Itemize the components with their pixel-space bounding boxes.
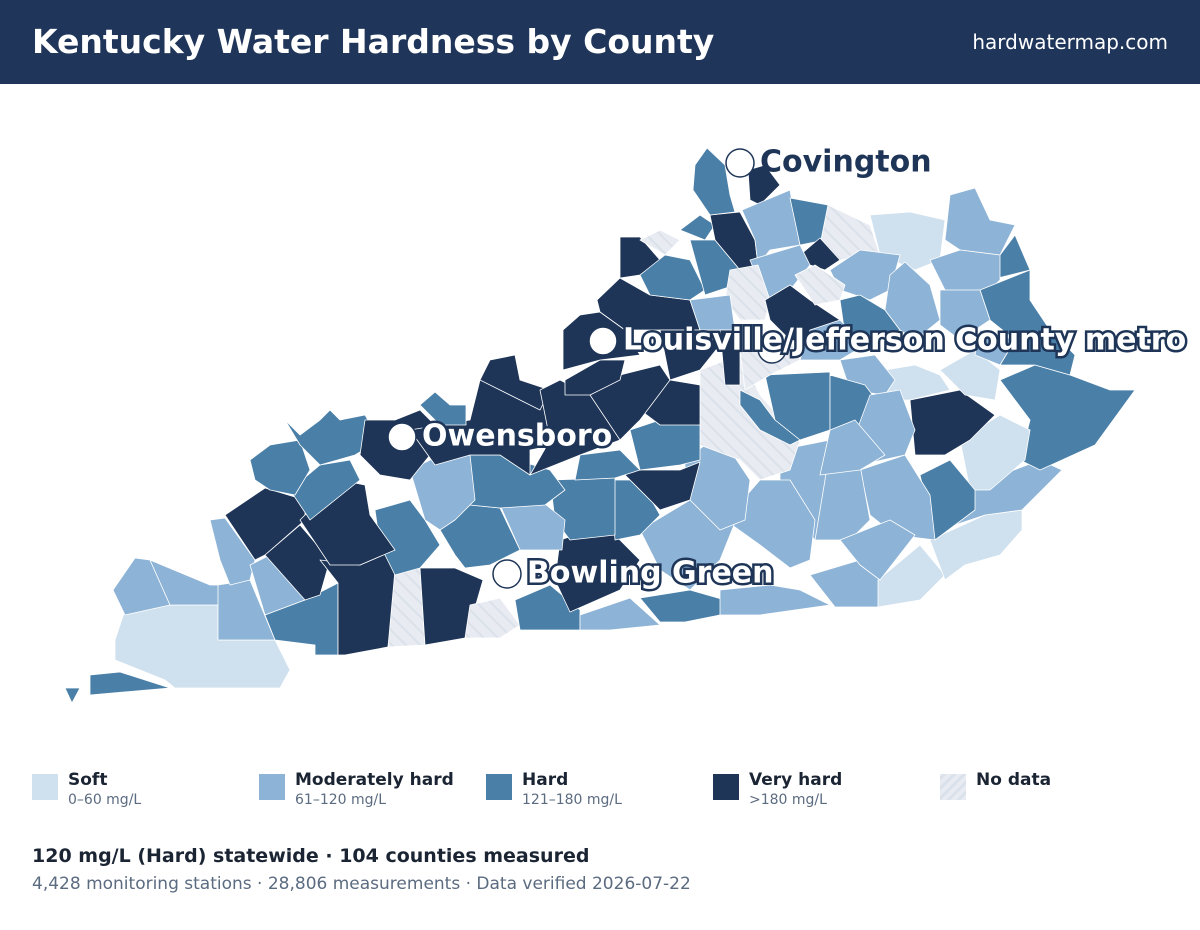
city-marker[interactable] [725, 148, 755, 178]
legend-range: 121–180 mg/L [522, 792, 622, 808]
city-label: Covington [760, 145, 932, 180]
legend-range: 61–120 mg/L [295, 792, 387, 808]
city-marker[interactable] [588, 326, 618, 356]
title: Kentucky Water Hardness by County [32, 22, 715, 61]
legend-range: >180 mg/L [749, 792, 827, 808]
legend-swatch [713, 774, 739, 800]
legend-range: 0–60 mg/L [68, 792, 142, 808]
legend-name: No data [976, 770, 1052, 790]
legend-swatch [486, 774, 512, 800]
legend-swatch [940, 774, 966, 800]
city-label: Louisville/Jefferson County metro [623, 323, 1186, 358]
city-label: Owensboro [422, 419, 612, 454]
city-markers: Covington Louisville/Jefferson County me… [387, 145, 1189, 593]
legend-name: Moderately hard [295, 770, 454, 790]
header: Kentucky Water Hardness by County hardwa… [0, 0, 1200, 84]
city-marker[interactable] [757, 334, 787, 364]
legend-name: Soft [68, 770, 108, 790]
city-marker[interactable] [492, 559, 522, 589]
legend-swatch [32, 774, 58, 800]
summary-headline: 120 mg/L (Hard) statewide · 104 counties… [32, 845, 590, 867]
legend-swatch [259, 774, 285, 800]
city-marker[interactable] [387, 422, 417, 452]
map: Covington Louisville/Jefferson County me… [64, 145, 1189, 704]
counties [64, 147, 1136, 704]
legend-name: Hard [522, 770, 569, 790]
summary-details: 4,428 monitoring stations · 28,806 measu… [32, 874, 691, 894]
site-name[interactable]: hardwatermap.com [972, 30, 1168, 54]
city-label: Bowling Green [527, 556, 774, 591]
legend-name: Very hard [749, 770, 843, 790]
